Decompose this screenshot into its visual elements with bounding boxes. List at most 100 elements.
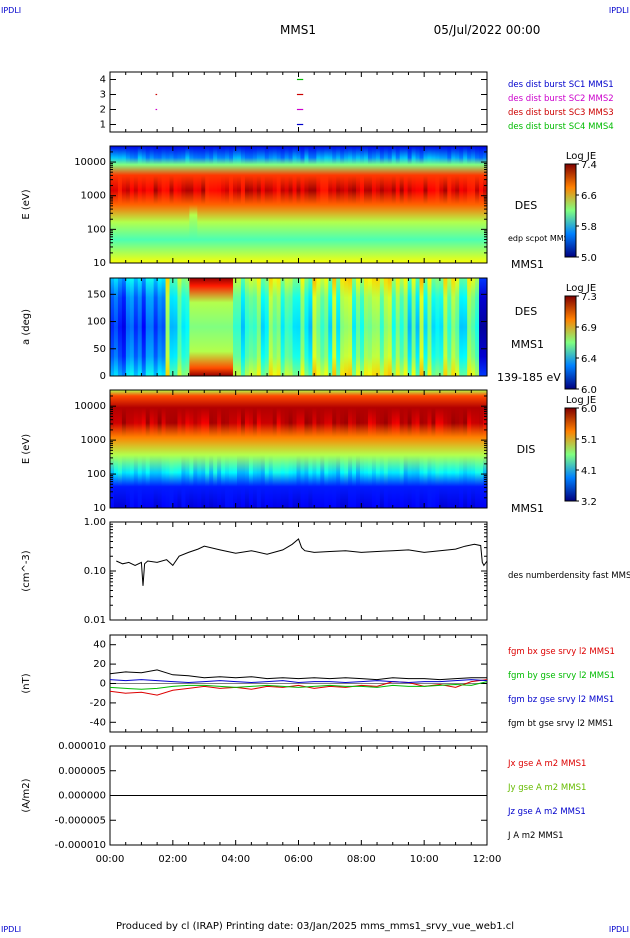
spectrogram-column [391,390,397,508]
spectrogram-column [113,146,119,263]
spectrogram-column [193,146,198,263]
corner-label-top-left: IPDLI [1,6,21,15]
spectrogram-column [113,278,119,376]
spectrogram-column [157,146,163,263]
spectrogram-column [157,390,163,508]
spectrogram-column [260,278,266,376]
colorbar-label: 6.0 [581,385,597,396]
spectrogram-column [129,278,135,376]
colorbar-label: 4.1 [581,466,597,477]
spectrogram-column [395,146,401,263]
y-axis-label: E (eV) [21,434,32,464]
x-tick-label: 08:00 [347,854,376,865]
spectrogram-column [328,390,333,508]
spectrogram-column [300,390,306,508]
y-tick-label: 10 [93,503,106,514]
spectrogram-column [383,146,389,263]
spectrogram-column [193,390,198,508]
spectrogram-column [244,146,250,263]
y-tick-label: 0.000010 [58,741,106,752]
spectrogram-column [352,278,357,376]
spectrogram-column [256,278,262,376]
spectrogram-column [360,278,365,376]
spectrogram-column [320,390,325,508]
colorbar-label: 3.2 [581,497,597,508]
spectrogram-column [201,390,206,508]
spectrogram-column [240,278,246,376]
spectrogram-column [121,146,127,263]
spectrogram-column [185,146,190,263]
spectrogram-column [153,278,159,376]
x-tick-label: 10:00 [410,854,439,865]
spectrogram-column [447,146,452,263]
spectrogram-column [340,390,345,508]
spectrogram-column [217,146,222,263]
spectrogram-column [225,278,230,376]
y-axis-label: E (eV) [21,189,32,219]
legend-entry: Jx gse A m2 MMS1 [507,759,586,769]
y-tick-label: 2 [100,105,106,116]
spectrogram-column [236,146,242,263]
corner-label-top-right: IPDLI [609,6,629,15]
spectrogram-column [189,146,194,263]
spectrogram-column [292,390,298,508]
spectrogram-column [479,278,484,376]
panels-group: 1 2 3 4 des dist burst SC1 MMS1 des dist burs… [21,71,630,865]
spectrogram-column [312,146,317,263]
spectrogram-column [312,390,317,508]
y-tick-label: -40 [90,717,106,728]
spectrogram-column [272,146,278,263]
spectrogram-column [209,146,214,263]
spectrogram-column [129,146,135,263]
colorbar-label: 6.6 [581,191,597,202]
colorbar-label: 7.4 [581,160,597,171]
spectrogram-column [455,146,460,263]
bfield-series-line [109,679,488,684]
legend-entry: des dist burst SC4 MMS4 [508,122,614,132]
spectrogram-column [336,278,341,376]
footer-credit: Produced by cl (IRAP) Printing date: 03/… [116,921,514,932]
spectrogram-column [137,278,143,376]
spectrogram-column [169,390,175,508]
spectrogram-column [316,278,321,376]
spectrogram-column [197,390,202,508]
spectrogram-column [344,146,349,263]
y-axis-label: (nT) [21,673,32,693]
spectrogram-column [193,278,198,376]
spectrogram-column [316,146,321,263]
spectrogram-column [399,390,405,508]
colorbar [564,163,577,258]
spectrogram-column [391,278,397,376]
spectrogram-column [117,146,123,263]
spectrogram-column [455,390,460,508]
spectrogram-column [268,146,274,263]
spectrogram-column [284,146,290,263]
spectrogram-column [403,390,409,508]
colorbar-title: Log JE [566,283,596,294]
spectrogram-column [276,278,282,376]
spectrogram-column [411,278,417,376]
spectrogram-column [375,146,381,263]
panel-label: DES [515,199,537,212]
spectrogram-column [439,390,444,508]
spectrogram-column [419,146,425,263]
spectrogram-column [205,390,210,508]
spectrogram-column [209,390,214,508]
y-tick-label: 100 [87,224,106,235]
spectrogram-column [371,390,377,508]
spectrogram-column [260,146,266,263]
spectrogram-column [435,390,440,508]
spectrogram-column [197,146,202,263]
spectrogram-column [407,390,413,508]
y-tick-label: 10000 [74,157,106,168]
panel-sublabel: MMS1 [511,338,544,351]
spectrogram-column [149,390,155,508]
spectrogram-column [244,390,250,508]
density-series-line [116,538,488,586]
spectrogram-column [336,390,341,508]
spectrogram-column [415,390,421,508]
spectrogram-column [201,278,206,376]
legend-entry: fgm bt gse srvy l2 MMS1 [508,719,613,729]
spectrogram-column [324,390,329,508]
